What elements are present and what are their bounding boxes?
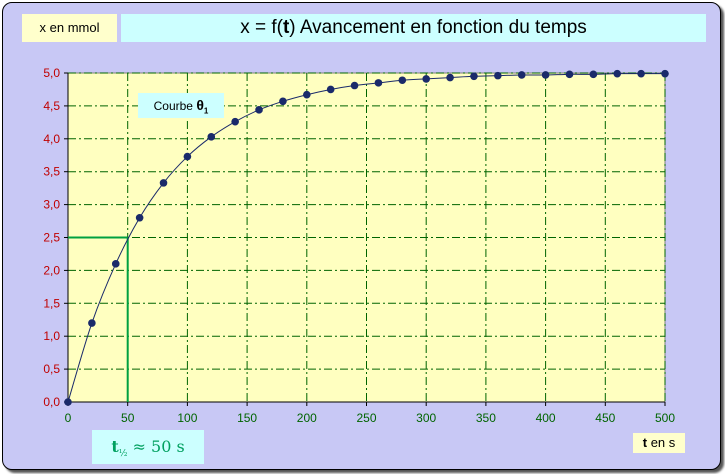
half-time-label: t½ ≈ 50 s [92, 430, 204, 464]
data-point [303, 90, 311, 99]
data-point [398, 76, 407, 85]
curve-theta-symbol: θ [196, 97, 204, 113]
data-point [541, 71, 550, 79]
data-point [350, 81, 359, 90]
data-point [207, 133, 216, 141]
x-tick-label: 50 [121, 411, 135, 425]
x-tick-labels: 0 50 100 150 200 250 300 350 400 450 500 [65, 411, 676, 425]
title-part-1: x = f( [240, 17, 283, 38]
data-point [159, 179, 168, 187]
data-point [135, 213, 144, 222]
y-tick-label: 4,5 [43, 99, 60, 113]
half-time-subscript: ½ [118, 449, 128, 460]
x-tick-label: 300 [416, 411, 436, 425]
y-tick-label: 1,0 [43, 329, 60, 343]
y-axis-unit-label: x en mmol [22, 14, 117, 42]
y-tick-label: 3,5 [43, 165, 60, 179]
data-point [613, 69, 622, 78]
y-tick-label: 2,0 [43, 263, 60, 277]
data-point [326, 85, 335, 94]
y-axis-unit-text: x en mmol [39, 20, 100, 35]
curve-subscript: 1 [203, 106, 209, 116]
y-tick-label: 5,0 [43, 66, 60, 80]
data-point [565, 70, 574, 79]
x-tick-label: 500 [655, 411, 675, 425]
data-point [231, 117, 239, 126]
data-point [494, 71, 502, 80]
x-tick-label: 400 [536, 411, 556, 425]
half-time-symbol: t [111, 437, 119, 456]
half-time-reference-lines [68, 236, 129, 402]
data-point [422, 75, 431, 83]
y-tick-label: 2,5 [43, 231, 60, 245]
x-tick-label: 200 [297, 411, 317, 425]
x-tick-label: 450 [595, 411, 615, 425]
x-tick-label: 0 [65, 411, 72, 425]
x-axis-unit-label: t en s [633, 433, 685, 453]
data-point [446, 73, 454, 82]
x-tick-label: 100 [177, 411, 197, 425]
y-tick-label: 0,0 [43, 395, 60, 409]
y-tick-label: 4,0 [43, 132, 60, 146]
x-axis-unit-text: en s [647, 435, 676, 450]
curve-label: Courbe θ1 [138, 93, 224, 118]
data-point [661, 69, 669, 78]
x-tick-label: 350 [476, 411, 496, 425]
x-tick-label: 250 [356, 411, 376, 425]
data-point [637, 69, 645, 78]
data-point [470, 72, 478, 81]
x-axis-variable: t [642, 435, 648, 450]
y-tick-labels: 0,0 0,5 1,0 1,5 2,0 2,5 3,0 3,5 4,0 4,5 5,0 [43, 66, 60, 409]
data-point [279, 97, 287, 106]
grid-horizontal [68, 72, 665, 370]
data-point [517, 71, 526, 79]
title-part-2: ) Avancement en fonction du temps [289, 17, 587, 38]
chart-title: x = f(t) Avancement en fonction du temps [121, 14, 706, 42]
data-point [589, 70, 598, 79]
data-point [64, 398, 72, 406]
y-tick-label: 1,5 [43, 296, 60, 310]
data-point [255, 106, 263, 114]
y-tick-label: 0,5 [43, 362, 60, 376]
data-points [64, 69, 669, 406]
title-variable: t [282, 17, 290, 38]
y-tick-label: 3,0 [43, 198, 60, 212]
data-point [88, 319, 96, 327]
data-point [183, 152, 192, 161]
curve-label-text: Courbe [153, 99, 197, 113]
data-point [111, 260, 120, 268]
x-tick-label: 150 [237, 411, 257, 425]
half-time-value: ≈ 50 s [127, 437, 185, 456]
data-point [374, 79, 383, 87]
